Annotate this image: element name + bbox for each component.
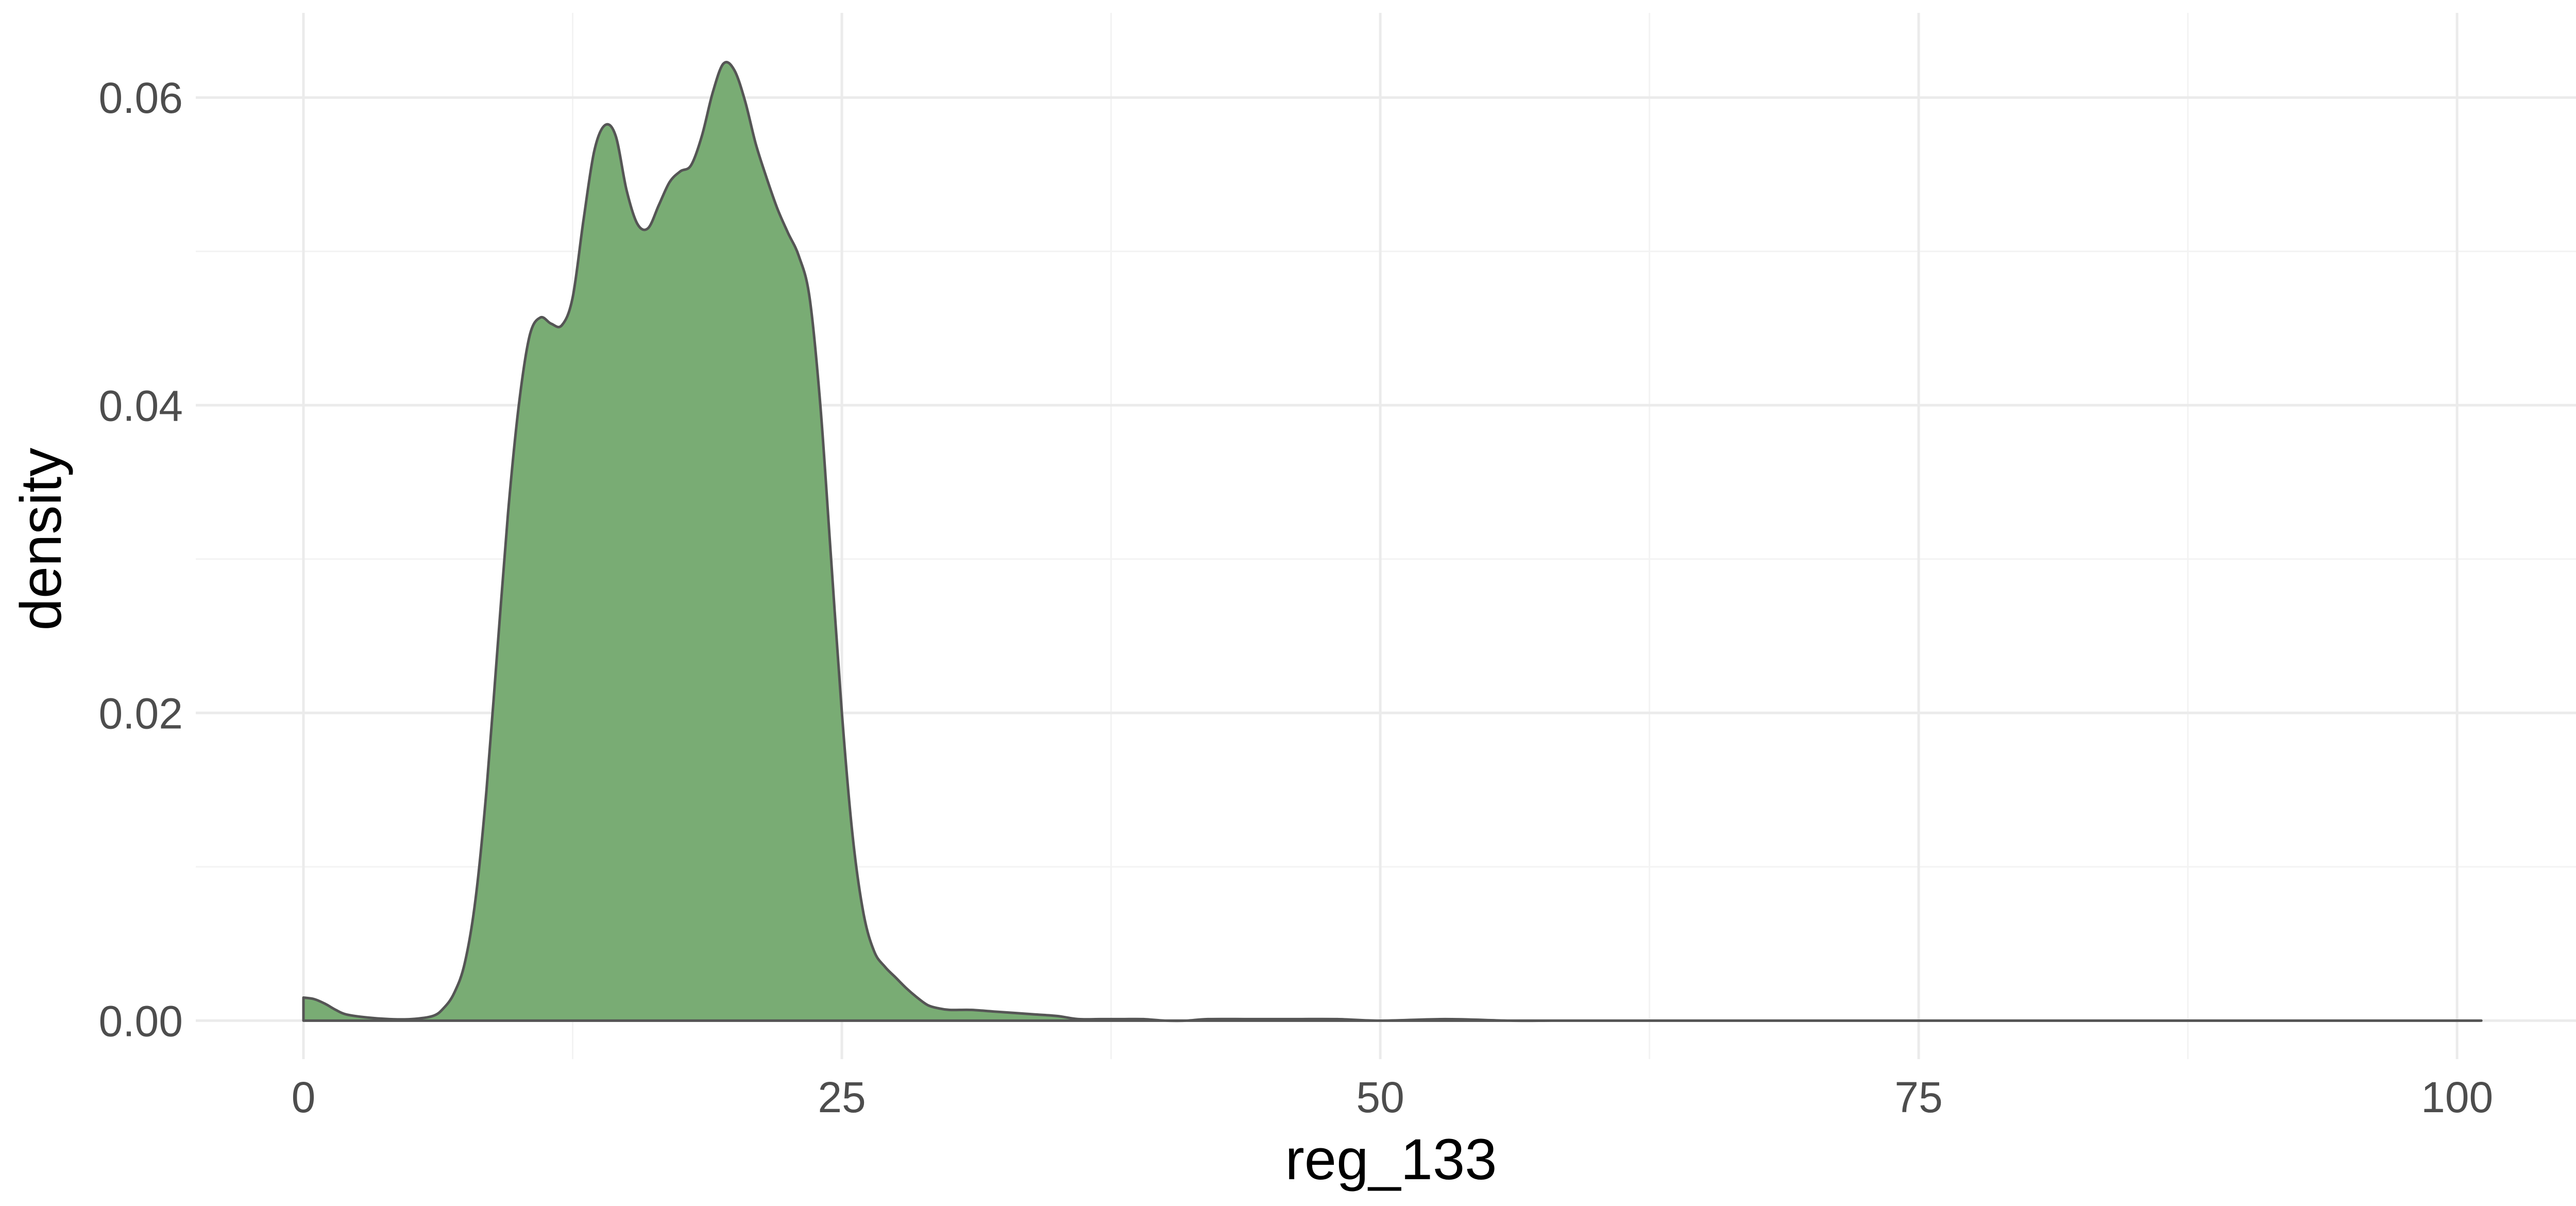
x-tick-label: 25: [818, 1073, 866, 1121]
x-tick-label: 0: [292, 1073, 316, 1121]
y-tick-label: 0.02: [99, 689, 183, 738]
y-tick-label: 0.06: [99, 74, 183, 122]
y-axis-ticks: 0.00 0.02 0.04 0.06: [99, 74, 183, 1045]
y-tick-label: 0.00: [99, 997, 183, 1045]
x-tick-label: 50: [1356, 1073, 1404, 1121]
x-axis-title: reg_133: [1285, 1127, 1497, 1192]
x-tick-label: 100: [2421, 1073, 2493, 1121]
y-tick-label: 0.04: [99, 381, 183, 430]
y-axis-title: density: [9, 448, 73, 631]
x-axis-ticks: 0 25 50 75 100: [292, 1073, 2494, 1121]
x-tick-label: 75: [1894, 1073, 1942, 1121]
density-area: [302, 61, 2483, 1023]
